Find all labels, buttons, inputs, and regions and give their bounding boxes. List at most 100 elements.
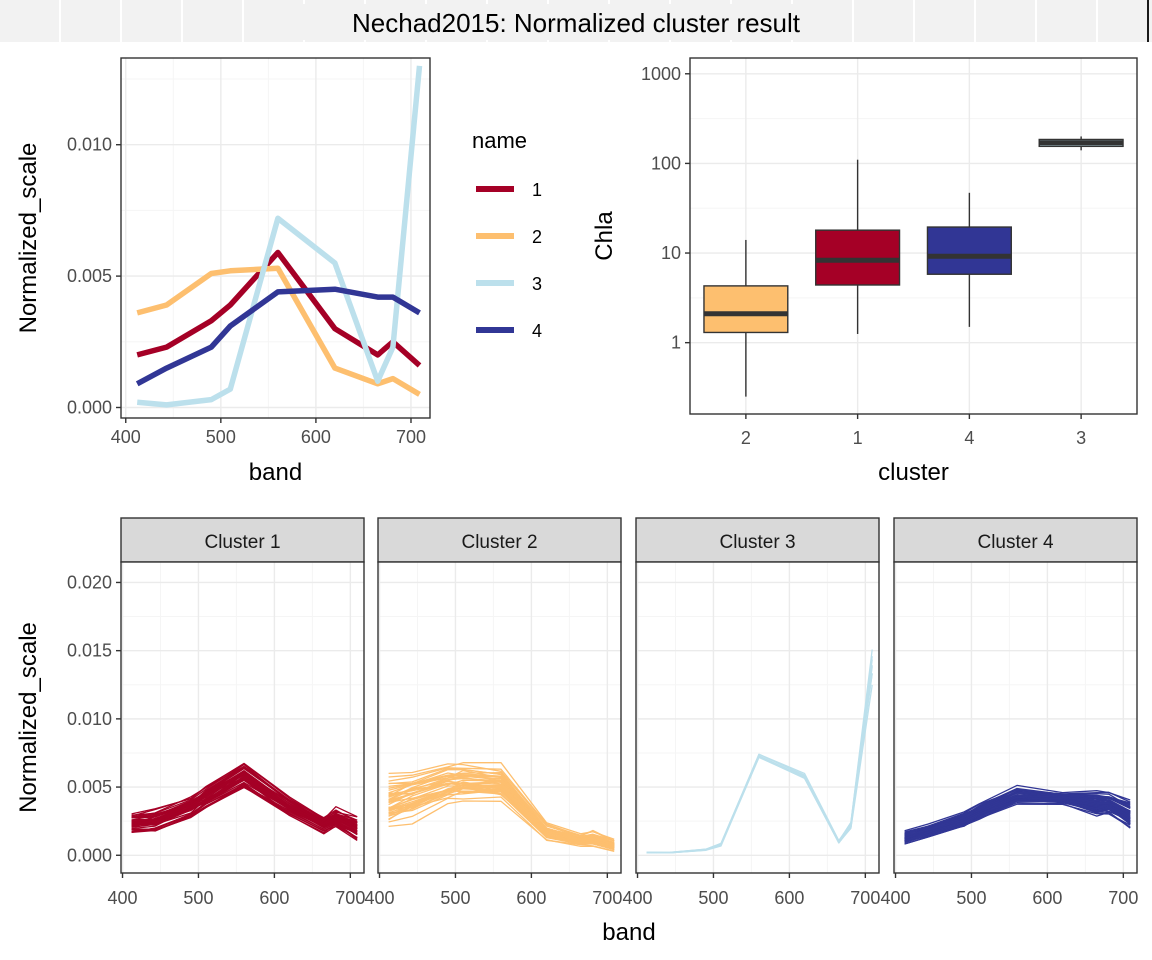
- y-tick-label: 1: [671, 333, 681, 353]
- facet-strip-label: Cluster 1: [204, 532, 280, 553]
- series-line-4: [135, 286, 421, 387]
- legend-title: name: [472, 128, 527, 153]
- spectrum-line: [131, 763, 358, 820]
- x-tick-label: 500: [956, 888, 986, 908]
- spectrum-line: [904, 794, 1131, 838]
- plot-background: [378, 562, 621, 873]
- spectrum-line: [904, 788, 1131, 836]
- y-tick-label: 0.005: [67, 777, 112, 797]
- x-axis-title: band: [249, 459, 302, 486]
- series-line-1: [136, 249, 422, 368]
- x-tick-label: 400: [107, 888, 137, 908]
- x-tick-label: 600: [774, 888, 804, 908]
- x-tick-label: 500: [206, 427, 236, 447]
- cluster-facets-panel: Cluster 1 400 500 600 700 0.000 0.005 0.010 0.01…: [15, 517, 1138, 946]
- x-tick-label: 3: [1076, 428, 1086, 448]
- title-bar: Nechad2015: Normalized cluster result: [0, 0, 1152, 42]
- spectrum-line: [388, 796, 615, 852]
- x-tick-label: 500: [698, 888, 728, 908]
- x-tick-label: 400: [364, 888, 394, 908]
- y-tick-label: 10: [661, 243, 681, 263]
- y-axis-title: Normalized_scale: [15, 622, 42, 813]
- y-axis-title: Normalized_scale: [15, 143, 42, 334]
- x-tick-label: 600: [259, 888, 289, 908]
- legend: name 1 2 3 4: [472, 128, 542, 341]
- x-tick-label: 400: [622, 888, 652, 908]
- chart-title: Nechad2015: Normalized cluster result: [352, 8, 801, 38]
- spectrum-line: [388, 772, 615, 842]
- series-line-3: [136, 65, 423, 408]
- legend-label-4: 4: [532, 321, 542, 341]
- spectrum-line: [388, 790, 615, 851]
- y-tick-label: 100: [651, 153, 681, 173]
- facet-3: Cluster 3 400 500 600 700: [622, 517, 880, 908]
- plot-border: [689, 57, 1138, 415]
- spectrum-line: [904, 796, 1131, 842]
- x-tick-label: 1: [853, 428, 863, 448]
- spectrum-line: [131, 767, 358, 822]
- facet-2: Cluster 2 400 500 600 700: [364, 517, 622, 908]
- legend-label-2: 2: [532, 227, 542, 247]
- spectrum-line: [388, 800, 615, 853]
- chla-boxplot-panel: 2 1 4 3 1 10 100 1000 cluster Chla: [591, 57, 1138, 486]
- x-tick-label: 600: [301, 427, 331, 447]
- series-line-2: [136, 265, 421, 397]
- spectrum-line: [904, 799, 1131, 842]
- plot-background: [690, 58, 1137, 414]
- facet-strip: [635, 517, 880, 563]
- spectrum-line: [646, 684, 873, 854]
- spectrum-line: [131, 775, 358, 836]
- x-axis-title: cluster: [878, 459, 949, 486]
- x-tick-label: 4: [964, 428, 974, 448]
- y-tick-label: 1000: [641, 64, 681, 84]
- facet-strip: [120, 517, 365, 563]
- facet-4: Cluster 4 400 500 600 700: [880, 517, 1138, 908]
- spectrum-line: [388, 775, 615, 846]
- facet-strip-label: Cluster 2: [461, 532, 537, 553]
- plot-background: [121, 58, 430, 418]
- x-tick-label: 700: [396, 427, 426, 447]
- spectrum-line: [904, 789, 1131, 833]
- mean-spectra-panel: 400 500 600 700 0.000 0.005 0.010 band Normalize…: [15, 57, 431, 486]
- spectrum-line: [904, 791, 1131, 837]
- y-tick-label: 0.015: [67, 641, 112, 661]
- x-tick-label: 700: [1108, 888, 1138, 908]
- spectrum-line: [131, 782, 358, 840]
- legend-label-1: 1: [532, 180, 542, 200]
- y-axis-title: Chla: [591, 211, 618, 261]
- y-tick-label: 0.000: [67, 845, 112, 865]
- spectrum-line: [131, 777, 358, 827]
- y-tick-label: 0.005: [67, 266, 112, 286]
- y-tick-label: 0.000: [67, 397, 112, 417]
- spectrum-line: [904, 803, 1131, 845]
- box-4: [926, 226, 1012, 275]
- facet-strip-label: Cluster 3: [719, 532, 795, 553]
- x-tick-label: 500: [183, 888, 213, 908]
- facet-1: Cluster 1 400 500 600 700 0.000 0.005 0.010 0.01…: [67, 517, 365, 908]
- box-2: [703, 285, 789, 334]
- box-1: [815, 229, 901, 286]
- spectrum-line: [388, 779, 615, 846]
- y-tick-label: 0.010: [67, 709, 112, 729]
- y-tick-label: 0.010: [67, 135, 112, 155]
- plot-border: [377, 561, 622, 874]
- x-tick-label: 700: [850, 888, 880, 908]
- x-tick-label: 700: [592, 888, 622, 908]
- spectrum-line: [388, 763, 615, 842]
- x-tick-label: 2: [741, 428, 751, 448]
- facet-strip-label: Cluster 4: [977, 532, 1053, 553]
- legend-label-3: 3: [532, 274, 542, 294]
- plot-border: [893, 561, 1138, 874]
- plot-border: [120, 57, 431, 419]
- spectrum-line: [388, 784, 615, 848]
- x-tick-label: 600: [1032, 888, 1062, 908]
- x-tick-label: 400: [111, 427, 141, 447]
- x-tick-label: 500: [440, 888, 470, 908]
- x-tick-label: 600: [516, 888, 546, 908]
- plot-background: [636, 562, 879, 873]
- spectrum-line: [131, 771, 358, 827]
- x-tick-label: 700: [335, 888, 365, 908]
- x-axis-title: band: [602, 919, 655, 946]
- title-backdrop: [300, 4, 852, 40]
